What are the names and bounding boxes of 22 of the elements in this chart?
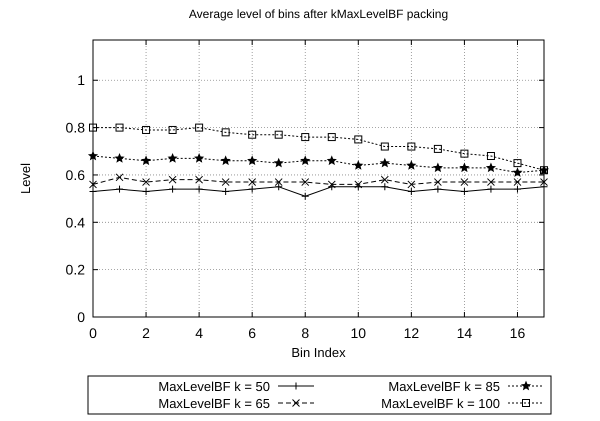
x-tick-label: 14 bbox=[456, 325, 472, 341]
x-tick-label: 10 bbox=[350, 325, 366, 341]
x-tick-label: 4 bbox=[195, 325, 204, 341]
y-axis-title: Level bbox=[18, 162, 33, 194]
x-tick-label: 6 bbox=[248, 325, 256, 341]
x-tick-label: 8 bbox=[301, 325, 310, 341]
legend-label: MaxLevelBF k = 50 bbox=[158, 379, 270, 394]
x-tick-label: 2 bbox=[142, 325, 150, 341]
x-tick-label: 12 bbox=[404, 325, 420, 341]
y-tick-label: 0.2 bbox=[66, 262, 86, 278]
y-tick-label: 0 bbox=[77, 309, 86, 325]
legend-label: MaxLevelBF k = 100 bbox=[381, 396, 500, 411]
x-axis-title: Bin Index bbox=[291, 345, 346, 360]
legend-label: MaxLevelBF k = 65 bbox=[158, 396, 270, 411]
y-tick-label: 1 bbox=[77, 72, 86, 88]
x-tick-label: 0 bbox=[89, 325, 98, 341]
x-tick-label: 16 bbox=[510, 325, 526, 341]
y-tick-label: 0.8 bbox=[66, 120, 86, 136]
y-tick-label: 0.4 bbox=[66, 214, 86, 230]
y-tick-label: 0.6 bbox=[66, 166, 86, 183]
chart-title: Average level of bins after kMaxLevelBF packing bbox=[188, 7, 448, 21]
legend-label: MaxLevelBF k = 85 bbox=[388, 379, 500, 394]
